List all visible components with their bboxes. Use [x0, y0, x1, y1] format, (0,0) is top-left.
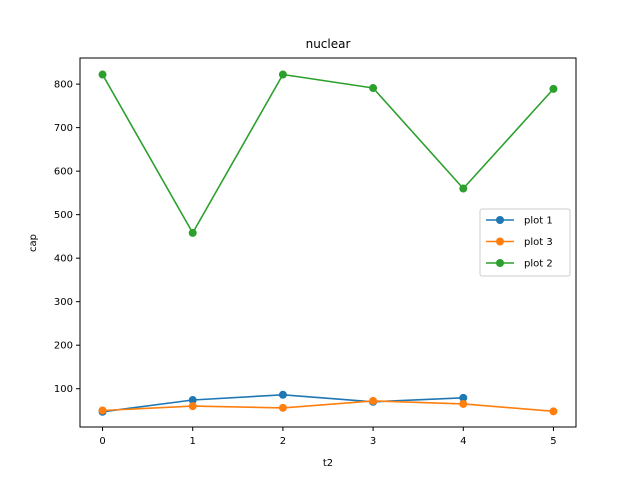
- data-point: [278, 70, 287, 79]
- x-tick-label: 5: [550, 436, 556, 447]
- x-tick-label: 0: [99, 436, 105, 447]
- y-tick-label: 600: [54, 167, 73, 178]
- data-point: [549, 407, 558, 416]
- plot-area: 0 1 2 3 4 5 100 200 300 400 500 600 700 800: [54, 57, 577, 447]
- data-point: [549, 84, 558, 93]
- legend-marker: [496, 259, 504, 267]
- legend-marker: [496, 237, 504, 246]
- x-tick-label: 4: [460, 436, 466, 447]
- legend-marker: [496, 216, 504, 224]
- chart-title: nuclear: [306, 37, 351, 51]
- data-point: [459, 399, 468, 408]
- y-axis-label: cap: [28, 234, 39, 252]
- legend-label: plot 3: [524, 237, 553, 248]
- legend-label: plot 1: [524, 216, 553, 227]
- data-point: [369, 396, 378, 405]
- series-line-2: [102, 400, 554, 413]
- x-tick-label: 2: [280, 436, 286, 447]
- data-point: [459, 393, 468, 402]
- data-point: [188, 402, 197, 411]
- data-point: [369, 84, 378, 93]
- axes-frame: [79, 57, 577, 428]
- data-point: [188, 228, 197, 237]
- legend-box: [479, 208, 571, 277]
- data-point: [98, 70, 107, 79]
- data-point: [278, 390, 287, 399]
- x-tick-label: 3: [370, 436, 376, 447]
- legend: plot 1 plot 3 plot 2: [479, 208, 571, 277]
- y-tick-label: 100: [54, 384, 73, 395]
- series-line-3: [101, 73, 555, 234]
- legend-label: plot 2: [524, 259, 553, 270]
- y-tick-label: 500: [54, 210, 73, 221]
- data-point: [188, 396, 197, 405]
- x-tick-label: 1: [190, 436, 196, 447]
- y-tick-label: 300: [54, 297, 73, 308]
- y-tick-label: 700: [54, 123, 73, 134]
- y-tick-label: 200: [54, 341, 73, 352]
- y-tick-label: 800: [54, 80, 73, 91]
- x-axis-label: t2: [323, 458, 333, 469]
- data-point: [278, 403, 287, 412]
- data-point: [98, 406, 107, 415]
- y-tick-label: 400: [54, 254, 73, 265]
- data-point: [459, 184, 468, 193]
